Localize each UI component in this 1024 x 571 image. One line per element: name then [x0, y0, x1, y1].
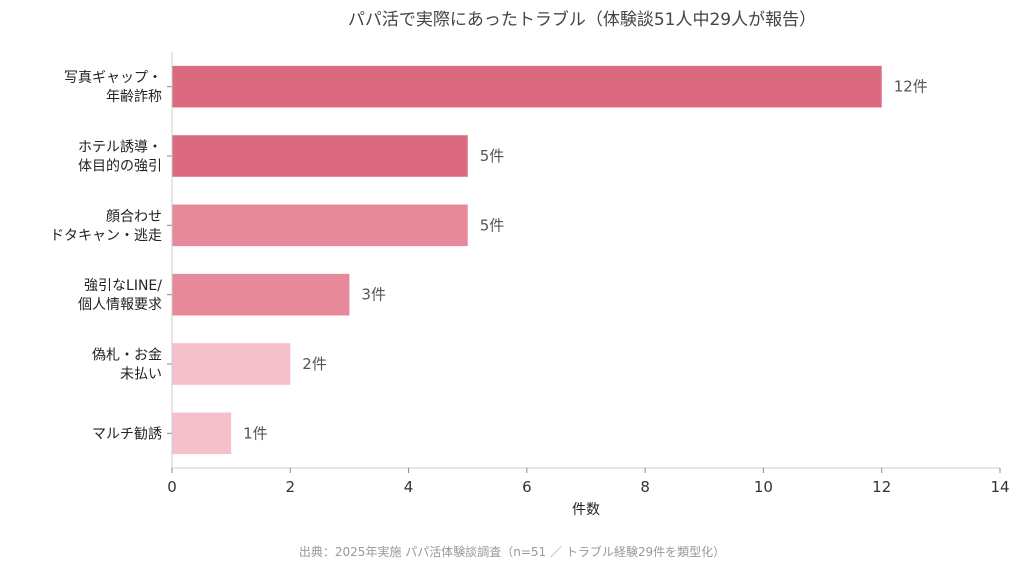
bar [172, 135, 468, 177]
data-label: 5件 [480, 216, 505, 234]
x-axis-title: 件数 [572, 502, 600, 518]
data-label: 2件 [302, 355, 327, 373]
data-label: 12件 [894, 78, 928, 96]
category-label-line: 年齢詐称 [106, 89, 162, 105]
bar [172, 273, 350, 316]
bar [172, 343, 291, 385]
source-note: 出典：2025年実施 パパ活体験談調査（n=51 ／ トラブル経験29件を類型化… [299, 544, 725, 559]
category-label-line: 個人情報要求 [78, 297, 162, 313]
category-label-line: ホテル誘導・ [78, 140, 162, 156]
category-label: ホテル誘導・体目的の強引 [78, 140, 162, 175]
x-tick-label: 0 [167, 478, 177, 496]
category-label-line: 体目的の強引 [78, 159, 162, 175]
chart-title: パパ活で実際にあったトラブル（体験談51人中29人が報告） [348, 9, 816, 30]
data-label: 1件 [243, 424, 268, 442]
data-label: 3件 [361, 286, 386, 304]
category-label-line: 未払い [120, 367, 162, 383]
category-label: 強引なLINE/個人情報要求 [78, 278, 162, 313]
category-label-line: 強引なLINE/ [84, 278, 162, 294]
data-label: 5件 [480, 147, 505, 165]
x-tick-label: 6 [522, 478, 532, 496]
category-label-line: 顔合わせ [106, 209, 162, 225]
x-tick-label: 4 [404, 478, 414, 496]
x-tick-label: 12 [872, 478, 891, 496]
x-tick-label: 2 [286, 478, 296, 496]
bar [172, 204, 468, 247]
category-label-line: マルチ勧誘 [92, 425, 162, 442]
bar [172, 65, 882, 108]
category-label-line: 偽札・お金 [92, 348, 162, 364]
category-label-line: ドタキャン・逃走 [50, 228, 162, 244]
category-label-line: 写真ギャップ・ [64, 70, 162, 86]
x-tick-label: 14 [990, 478, 1009, 496]
bar [172, 412, 232, 455]
category-label: 写真ギャップ・年齢詐称 [64, 70, 162, 105]
category-label: マルチ勧誘 [92, 425, 162, 442]
x-tick-label: 8 [640, 478, 650, 496]
category-label: 偽札・お金未払い [92, 348, 162, 383]
x-tick-label: 10 [754, 478, 773, 496]
category-label: 顔合わせドタキャン・逃走 [50, 209, 162, 244]
